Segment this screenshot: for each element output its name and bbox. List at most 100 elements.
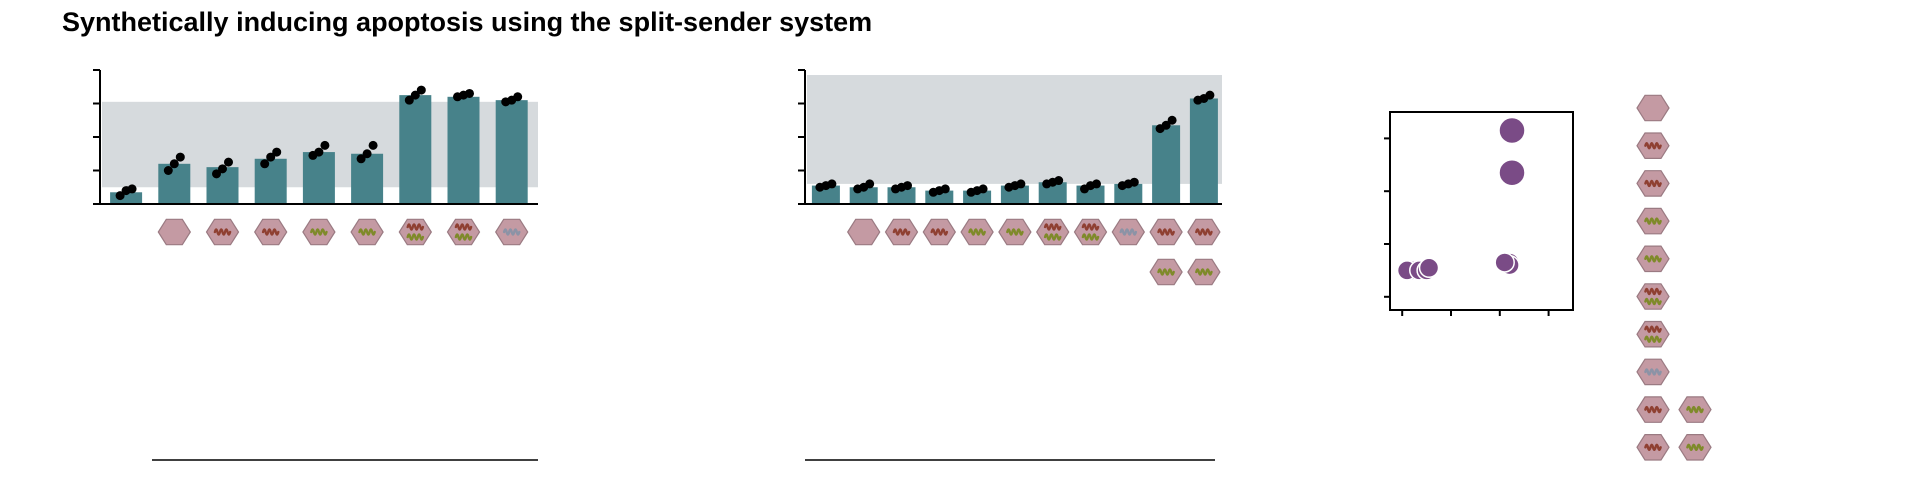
replicate-point	[940, 184, 950, 194]
replicate-point	[169, 159, 179, 169]
replicate-point	[513, 92, 523, 102]
vlp-hexagon-icon	[998, 218, 1032, 246]
bar-9	[495, 100, 528, 204]
vlp-hexagon-icon	[1636, 170, 1670, 197]
replicate-point	[356, 154, 366, 164]
vlp-hexagon-icon	[1636, 94, 1670, 122]
bar-6	[351, 153, 384, 204]
protein-wave-glyph	[1043, 223, 1062, 231]
protein-wave-glyph	[1644, 297, 1662, 306]
hexagon-shape	[846, 218, 881, 246]
bar-8	[447, 96, 480, 204]
protein-wave-glyph	[213, 228, 232, 236]
replicate-point	[827, 179, 837, 189]
protein-wave-glyph	[1644, 405, 1662, 414]
replicate-point	[224, 157, 233, 167]
protein-wave-glyph	[1686, 405, 1704, 414]
protein-wave-glyph	[1006, 228, 1024, 236]
vlp-hexagon-icon	[1636, 132, 1670, 159]
protein-wave-glyph	[1195, 268, 1213, 276]
legend-item-7	[1636, 320, 1670, 348]
replicate-point	[410, 90, 420, 100]
vlp-hexagon-icon	[1073, 218, 1108, 246]
legend-item-2	[1636, 132, 1670, 159]
protein-wave-glyph	[1644, 217, 1662, 225]
replicate-point	[1167, 115, 1177, 125]
hexagon-shape	[1636, 320, 1670, 348]
hexagon-shape	[398, 218, 433, 246]
vlp-point-9	[1498, 158, 1526, 187]
vlp-hexagon-icon	[205, 218, 240, 246]
vlp-hexagon-icon	[960, 218, 994, 246]
vlp-hexagon-icon	[846, 218, 881, 246]
protein-wave-glyph	[454, 233, 473, 241]
vlp-hexagon-icon	[1111, 218, 1146, 246]
bar-5	[302, 152, 335, 204]
hexagon-shape	[1035, 218, 1070, 246]
protein-wave-glyph	[968, 228, 986, 236]
replicate-point	[260, 159, 270, 169]
vlp-hexagon-icon	[1636, 245, 1670, 273]
legend-item-3	[1636, 170, 1670, 197]
vlp-hexagon-icon	[1149, 218, 1183, 246]
replicate-point	[320, 140, 330, 150]
vlp-legend	[1636, 94, 1712, 461]
replicate-point	[115, 191, 125, 201]
protein-wave-glyph	[261, 228, 280, 236]
protein-wave-glyph	[1157, 228, 1175, 236]
hexagon-shape	[157, 218, 192, 246]
replicate-point	[1205, 90, 1215, 100]
bar-11	[1189, 98, 1218, 204]
protein-wave-glyph	[406, 233, 425, 241]
vlp-hexagon-icon	[350, 218, 384, 246]
hexagon-shape	[1636, 283, 1670, 310]
legend-item-9	[1636, 396, 1712, 423]
vlp-hexagon-icon	[1636, 320, 1670, 348]
vlp-hexagon-icon	[884, 218, 919, 246]
replicate-point	[865, 179, 875, 189]
protein-wave-glyph	[406, 223, 425, 231]
hexagon-shape	[1073, 218, 1108, 246]
replicate-point	[212, 169, 221, 179]
replicate-point	[266, 152, 276, 162]
vlp-point-5	[1418, 257, 1440, 279]
plot-frame	[1389, 111, 1574, 311]
bar-1	[110, 192, 143, 204]
protein-wave-glyph	[358, 228, 376, 236]
protein-wave-glyph	[1644, 443, 1662, 452]
replicate-point	[1016, 179, 1026, 189]
protein-wave-glyph	[930, 228, 949, 236]
vlp-point-8	[1494, 252, 1515, 273]
protein-wave-glyph	[502, 228, 521, 236]
replicate-point	[1092, 179, 1101, 189]
vlp-hexagon-icon	[1149, 258, 1183, 286]
receiver-bar-chart	[798, 69, 1222, 461]
protein-wave-glyph	[1686, 443, 1704, 452]
protein-wave-glyph	[1644, 335, 1662, 343]
legend-item-10	[1636, 434, 1712, 461]
protein-wave-glyph	[1644, 325, 1662, 333]
replicate-point	[362, 149, 372, 159]
vlp-hexagon-icon	[1187, 258, 1221, 286]
vlp-hexagon-icon	[922, 218, 957, 246]
protein-wave-glyph	[1043, 233, 1062, 241]
replicate-point	[272, 147, 282, 157]
protein-wave-glyph	[454, 223, 473, 231]
legend-item-1	[1636, 94, 1670, 122]
bar-10	[1152, 125, 1181, 204]
vlp-hexagon-icon	[1636, 358, 1670, 386]
protein-wave-glyph	[1195, 228, 1213, 236]
replicate-point	[163, 166, 173, 175]
legend-item-6	[1636, 283, 1670, 310]
replicate-point	[416, 85, 426, 95]
replicate-point	[218, 164, 227, 174]
bar-2	[158, 163, 191, 204]
vlp-hexagon-icon	[494, 218, 529, 246]
vlp-hexagon-icon	[157, 218, 192, 246]
legend-item-4	[1636, 207, 1670, 235]
replicate-point	[127, 184, 137, 194]
protein-wave-glyph	[1081, 223, 1100, 231]
replicate-point	[314, 147, 324, 157]
protein-wave-glyph	[892, 228, 911, 236]
replicate-point	[175, 152, 185, 162]
